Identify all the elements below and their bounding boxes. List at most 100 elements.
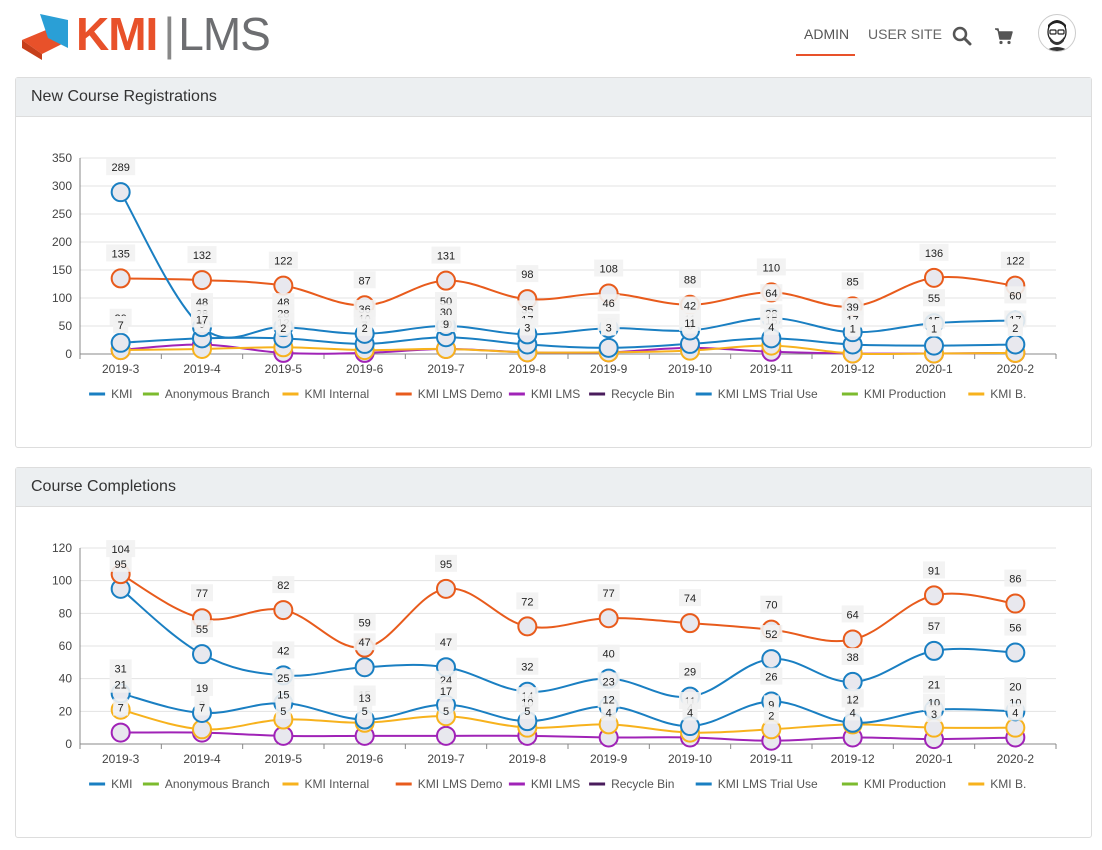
data-point[interactable] [924, 335, 944, 356]
data-label-bg [109, 554, 132, 572]
data-point[interactable] [273, 725, 294, 746]
legend-item-kmi-lms[interactable]: KMI LMS [508, 387, 580, 401]
y-tick-label: 0 [65, 737, 72, 751]
legend-item-anonymous-branch[interactable]: Anonymous Branch [142, 777, 270, 791]
legend-item-kmi-lms-demo[interactable]: KMI LMS Demo [395, 387, 503, 401]
search-icon[interactable] [952, 26, 972, 46]
series-line [120, 692, 1016, 728]
legend-item-kmi-lms-trial-use[interactable]: KMI LMS Trial Use [695, 777, 818, 791]
data-label: 17 [440, 686, 452, 698]
data-label: 136 [925, 248, 943, 260]
legend-item-kmi-b[interactable]: KMI B. [968, 387, 1026, 401]
data-point[interactable] [192, 644, 212, 665]
data-point[interactable] [436, 578, 456, 599]
legend-item-kmi-lms-trial-use[interactable]: KMI LMS Trial Use [695, 387, 818, 401]
series-kmi-lms-demo [110, 267, 1026, 317]
data-label: 57 [928, 621, 940, 633]
data-point[interactable] [924, 267, 944, 288]
data-label: 72 [521, 596, 533, 608]
data-point[interactable] [924, 640, 944, 661]
user-avatar[interactable] [1038, 14, 1076, 52]
data-label: 7 [118, 320, 124, 332]
x-tick-label: 2019-8 [509, 752, 547, 766]
data-point[interactable] [1005, 593, 1026, 614]
data-label-bg [1004, 618, 1027, 636]
nav-admin-link[interactable]: ADMIN [804, 26, 850, 42]
data-point[interactable] [110, 268, 131, 289]
data-label-bg [597, 690, 620, 708]
data-label: 77 [603, 588, 615, 600]
data-label: 74 [684, 593, 696, 605]
series-line [120, 276, 1016, 308]
data-point[interactable] [110, 722, 131, 743]
legend-item-recycle-bin[interactable]: Recycle Bin [589, 387, 674, 401]
data-label: 32 [521, 662, 533, 674]
legend-item-kmi-production[interactable]: KMI Production [841, 387, 946, 401]
data-point[interactable] [598, 608, 619, 629]
data-point[interactable] [436, 270, 456, 291]
data-label: 21 [115, 680, 127, 692]
data-point[interactable] [680, 613, 700, 634]
data-label-bg [353, 613, 376, 631]
legend-label: KMI LMS Trial Use [718, 387, 818, 401]
legend-item-kmi[interactable]: KMI [89, 777, 132, 791]
data-label-bg [272, 669, 295, 687]
x-tick-label: 2019-8 [509, 362, 547, 376]
data-label: 19 [196, 683, 208, 695]
data-label-bg [597, 644, 620, 662]
y-tick-label: 250 [52, 207, 72, 221]
legend-item-kmi-lms-demo[interactable]: KMI LMS Demo [395, 777, 503, 791]
y-tick-label: 100 [52, 574, 72, 588]
x-tick-label: 2020-1 [915, 362, 953, 376]
data-point[interactable] [924, 585, 944, 606]
data-point[interactable] [354, 657, 375, 678]
data-label-bg [275, 318, 291, 336]
legend-item-kmi[interactable]: KMI [89, 387, 132, 401]
x-tick-label: 2020-2 [997, 752, 1035, 766]
data-point[interactable] [1005, 717, 1026, 738]
data-point[interactable] [598, 337, 619, 358]
data-label-bg [679, 662, 701, 680]
x-tick-label: 2019-6 [346, 362, 384, 376]
legend-item-kmi-production[interactable]: KMI Production [841, 777, 946, 791]
y-tick-label: 300 [52, 179, 72, 193]
kmi-lms-logo[interactable]: KMI |LMS [18, 8, 288, 60]
data-label: 21 [928, 680, 940, 692]
x-tick-label: 2019-7 [427, 362, 465, 376]
data-label-bg [601, 318, 617, 336]
data-label-bg [760, 625, 783, 643]
cart-icon[interactable] [994, 26, 1014, 46]
legend-item-recycle-bin[interactable]: Recycle Bin [589, 777, 674, 791]
data-label: 4 [850, 707, 856, 719]
data-point[interactable] [1005, 642, 1026, 663]
nav-user-site-link[interactable]: USER SITE [868, 26, 942, 42]
data-point[interactable] [517, 616, 538, 637]
data-point[interactable] [192, 270, 212, 291]
data-point[interactable] [842, 671, 863, 692]
data-label-bg [763, 317, 779, 335]
data-point[interactable] [110, 182, 131, 203]
data-label: 9 [768, 699, 774, 711]
data-label-bg [679, 589, 701, 607]
legend-item-kmi-lms[interactable]: KMI LMS [508, 777, 580, 791]
data-point[interactable] [761, 649, 782, 670]
series-kmi [110, 578, 1026, 707]
data-label: 47 [440, 637, 452, 649]
data-point[interactable] [110, 332, 131, 353]
legend-item-kmi-internal[interactable]: KMI Internal [282, 777, 370, 791]
legend-item-anonymous-branch[interactable]: Anonymous Branch [142, 387, 270, 401]
legend-item-kmi-internal[interactable]: KMI Internal [282, 387, 370, 401]
data-label-bg [923, 561, 945, 579]
legend-item-kmi-b[interactable]: KMI B. [968, 777, 1026, 791]
legend-label: Anonymous Branch [165, 387, 270, 401]
data-label-bg [353, 271, 376, 289]
data-label: 5 [280, 706, 286, 718]
data-point[interactable] [192, 719, 212, 740]
legend-label: KMI LMS Demo [418, 387, 503, 401]
series-kmi [110, 182, 1026, 345]
data-point[interactable] [273, 275, 294, 296]
data-point[interactable] [273, 600, 294, 621]
data-point[interactable] [436, 725, 456, 746]
data-point[interactable] [842, 629, 863, 650]
data-point[interactable] [1005, 334, 1026, 355]
